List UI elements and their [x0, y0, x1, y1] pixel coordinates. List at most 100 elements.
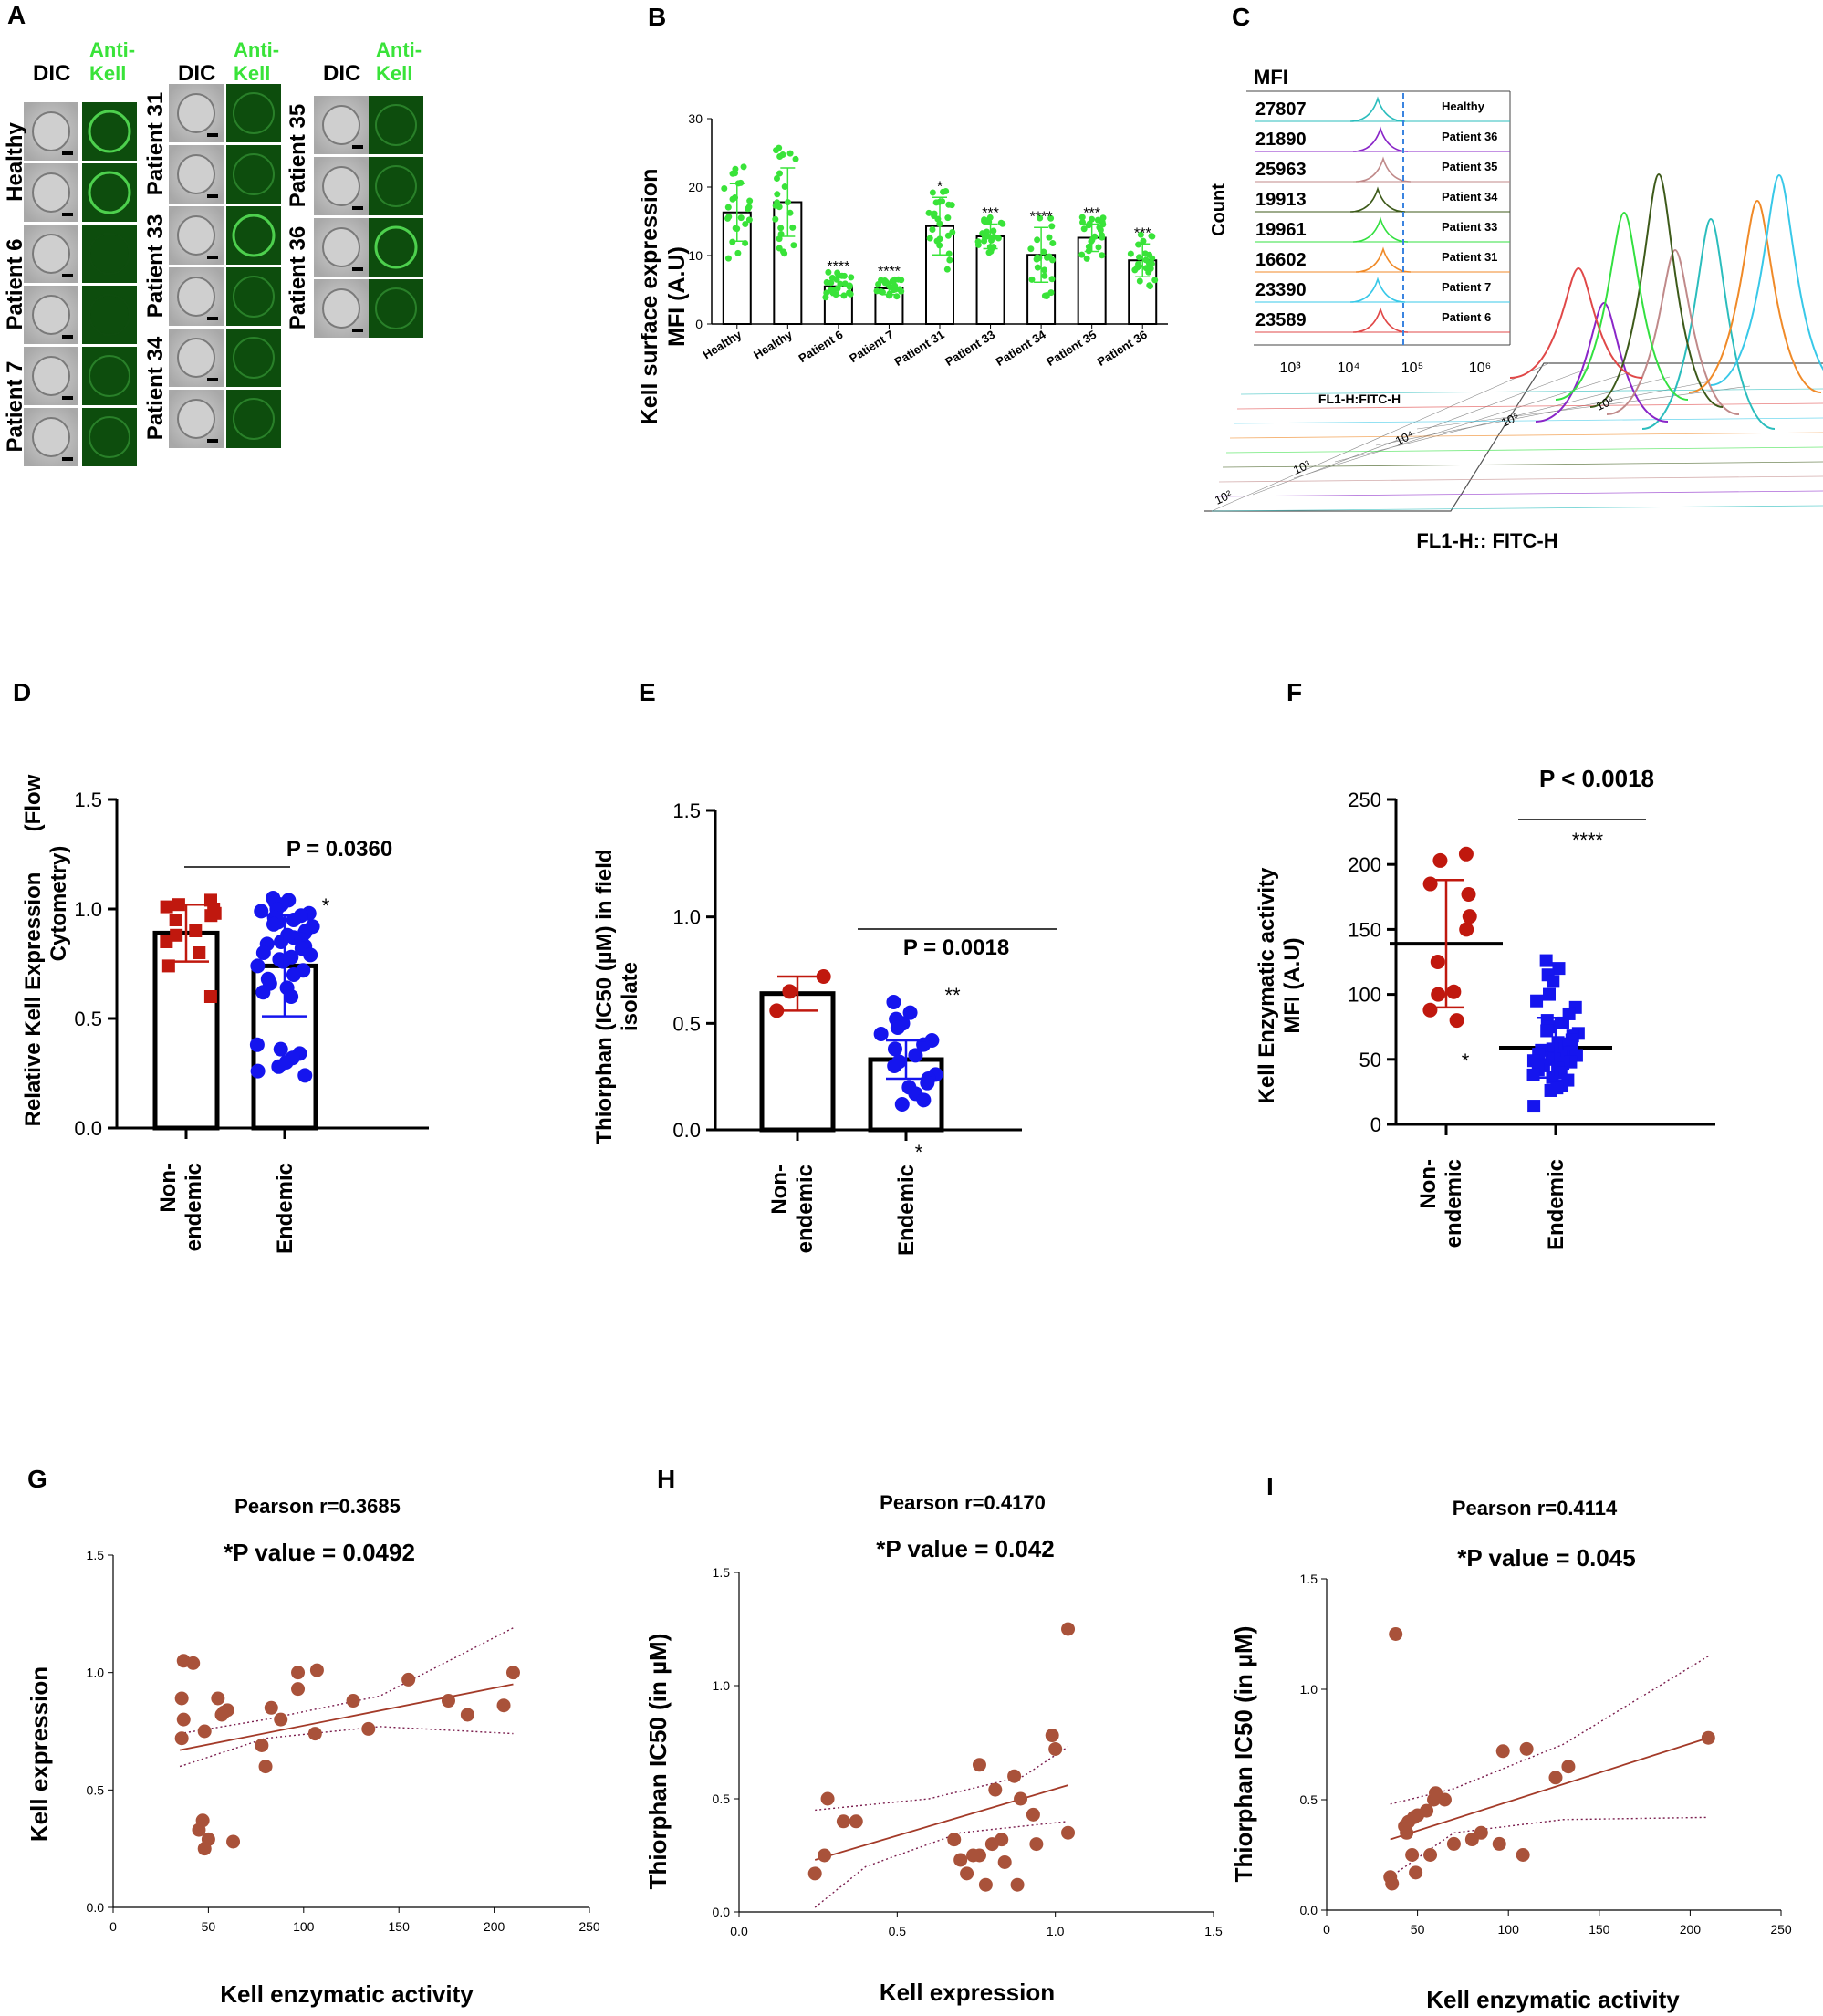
data-point — [776, 170, 783, 177]
baseline-trace — [1229, 432, 1823, 439]
data-point — [1540, 1024, 1554, 1038]
panel-e-star: * — [915, 1141, 923, 1164]
data-point — [978, 1877, 993, 1892]
scale-bar — [62, 335, 73, 339]
sample-label: Patient 35 — [1442, 160, 1497, 173]
panel-i-title: Pearson r=0.4114 — [1453, 1497, 1618, 1520]
y-tick-label: 1.5 — [74, 789, 102, 811]
dic-cell — [32, 417, 70, 457]
scale-bar — [352, 206, 363, 210]
data-point — [1127, 250, 1134, 257]
data-point — [782, 984, 797, 999]
data-point — [774, 191, 781, 198]
data-point — [1048, 223, 1056, 230]
anti-kell-header: Kell — [234, 62, 270, 85]
panel-h-letter: H — [657, 1465, 675, 1493]
y-tick-label: 0.5 — [1300, 1792, 1318, 1807]
scale-bar — [207, 194, 218, 198]
data-point — [1430, 955, 1445, 969]
data-point — [786, 150, 794, 157]
data-point — [161, 959, 175, 973]
fluorescence-cell — [374, 225, 418, 269]
group-label: endemic — [182, 1163, 206, 1251]
fluorescence-cell — [88, 171, 131, 214]
data-point — [1459, 922, 1474, 937]
y-tick-label: 0.5 — [672, 1012, 701, 1035]
mfi-value: 19913 — [1255, 190, 1307, 210]
data-point — [781, 250, 788, 257]
dic-header: DIC — [323, 61, 360, 86]
fluorescence-cell — [232, 214, 276, 257]
panel-a-letter: A — [7, 1, 26, 29]
dic-cell — [322, 288, 360, 329]
data-point — [250, 958, 266, 974]
data-point — [1147, 283, 1154, 290]
data-point — [160, 935, 173, 948]
y-tick-label: 0.5 — [87, 1782, 105, 1797]
data-point — [776, 153, 784, 161]
data-point — [1495, 1744, 1510, 1759]
mfi-value: 23390 — [1255, 280, 1307, 300]
x-tick-label: 250 — [578, 1919, 600, 1934]
data-point — [960, 1866, 974, 1881]
data-point — [1061, 1622, 1076, 1636]
grid-line — [1416, 385, 1751, 430]
data-point — [1141, 250, 1149, 257]
dic-cell — [177, 399, 215, 439]
inset-histogram — [1352, 126, 1409, 152]
data-point — [1516, 1848, 1530, 1862]
x-tick-label: 250 — [1770, 1922, 1792, 1937]
panel-e-dot-bar-chart: E Thiorphan (IC50 (µM) in field isolate … — [593, 678, 1057, 1256]
group-label: Endemic — [894, 1165, 919, 1256]
fluorescence-image — [82, 225, 137, 283]
data-point — [724, 255, 732, 262]
data-point — [1080, 225, 1088, 233]
panel-i-xlabel: Kell enzymatic activity — [1426, 1986, 1680, 2013]
data-point — [1474, 1825, 1488, 1840]
scale-bar — [207, 133, 218, 137]
panel-d-letter: D — [13, 678, 31, 706]
fluorescence-cell — [89, 294, 130, 336]
data-point — [460, 1708, 474, 1722]
data-point — [1047, 289, 1055, 297]
data-point — [197, 1842, 212, 1856]
confidence-band-lower — [179, 1726, 514, 1768]
data-point — [887, 1041, 902, 1057]
data-point — [846, 283, 853, 290]
data-point — [745, 205, 752, 213]
baseline-trace — [1236, 402, 1823, 410]
scale-bar — [352, 145, 363, 149]
y-tick-label: 250 — [1348, 789, 1381, 811]
data-point — [886, 995, 901, 1009]
category-label: Patient 34 — [994, 327, 1049, 369]
scale-bar — [352, 329, 363, 332]
data-point — [346, 1694, 360, 1708]
data-point — [1010, 1877, 1025, 1892]
data-point — [174, 1691, 189, 1706]
data-point — [1543, 987, 1557, 1001]
histogram-peak — [1606, 248, 1740, 415]
data-point — [1519, 1741, 1534, 1756]
data-point — [226, 1834, 241, 1849]
data-point — [988, 1782, 1003, 1797]
group-label: endemic — [1442, 1159, 1466, 1248]
scale-bar — [207, 317, 218, 320]
confidence-band-upper — [1390, 1656, 1709, 1805]
row-label: Patient 33 — [143, 214, 168, 318]
data-point — [781, 183, 788, 191]
dic-header: DIC — [178, 61, 215, 86]
data-point — [1099, 221, 1107, 228]
data-point — [1539, 954, 1553, 967]
data-point — [264, 1700, 278, 1715]
x-tick-label: 1.0 — [1047, 1924, 1065, 1938]
x-tick-label: 150 — [389, 1919, 411, 1934]
data-point — [1135, 260, 1142, 267]
data-point — [740, 163, 747, 171]
data-point — [1079, 218, 1087, 225]
group-label: endemic — [793, 1165, 818, 1253]
sample-label: Healthy — [1442, 99, 1485, 113]
y-tick-label: 1.0 — [672, 906, 701, 929]
data-point — [1462, 909, 1477, 924]
data-point — [211, 1691, 225, 1706]
data-point — [1432, 852, 1448, 868]
